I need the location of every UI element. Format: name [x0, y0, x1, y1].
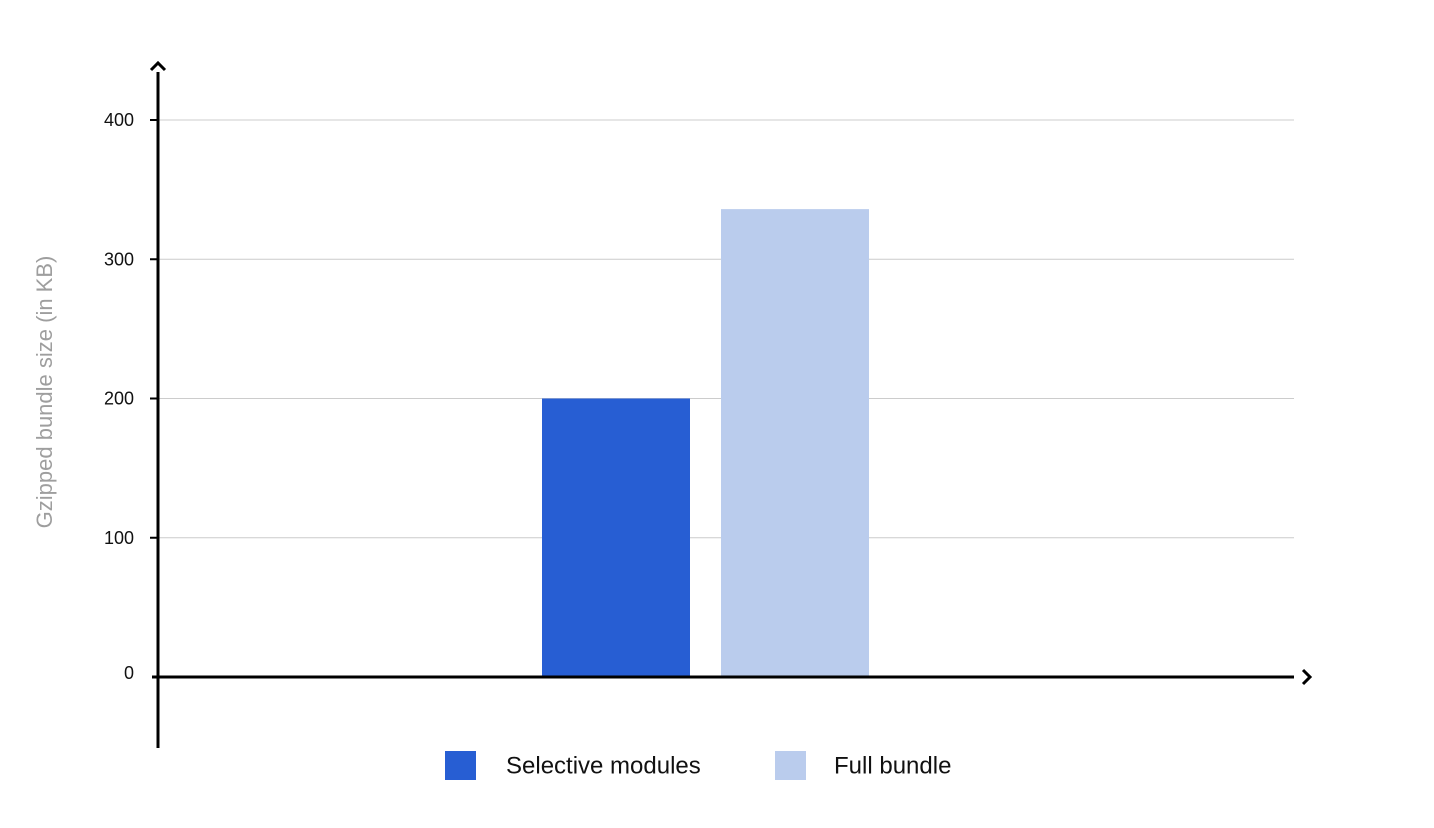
- y-axis-arrow-icon: [149, 60, 167, 72]
- y-tick-label: 100: [104, 528, 134, 548]
- legend-label: Selective modules: [506, 753, 701, 780]
- legend-swatch: [775, 751, 806, 780]
- legend-label: Full bundle: [834, 753, 951, 780]
- legend-swatch: [445, 751, 476, 780]
- x-axis-arrow-icon: [1301, 668, 1313, 686]
- axes: [149, 60, 1313, 748]
- y-tick-label: 400: [104, 110, 134, 130]
- bars: [542, 209, 869, 677]
- y-tick-label: 200: [104, 389, 134, 409]
- legend: Selective modules Full bundle: [445, 751, 951, 780]
- y-tick-label: 0: [124, 663, 134, 683]
- bar-selective-modules: [542, 398, 690, 677]
- bar-full-bundle: [721, 209, 869, 677]
- y-axis-title: Gzipped bundle size (in KB): [32, 256, 57, 529]
- y-ticks: 0 100 200 300 400: [104, 110, 158, 683]
- y-tick-label: 300: [104, 249, 134, 269]
